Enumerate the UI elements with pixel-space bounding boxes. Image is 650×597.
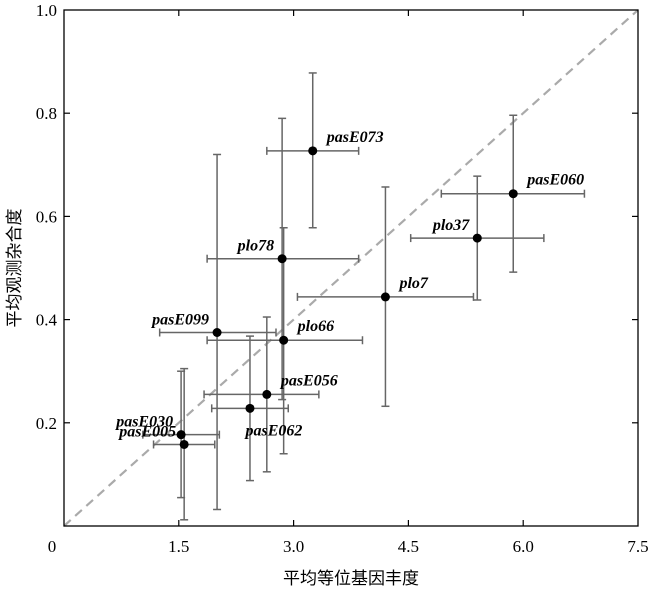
- point-label: pasE030: [114, 414, 173, 431]
- data-point: [262, 389, 272, 399]
- point-label: pasE062: [244, 422, 303, 439]
- data-point: [176, 430, 186, 440]
- point-label: plo78: [236, 238, 274, 255]
- data-point: [279, 335, 289, 345]
- point-label: pasE056: [279, 372, 338, 389]
- data-point: [508, 189, 518, 199]
- point-label: pasE060: [525, 172, 584, 189]
- data-point: [212, 328, 222, 337]
- data-point: [277, 254, 287, 264]
- x-axis-title: 平均等位基因丰度: [283, 569, 419, 589]
- x-tick-label: 1.5: [168, 537, 189, 556]
- point-label: plo66: [296, 318, 334, 335]
- data-point: [245, 403, 255, 413]
- y-tick-label: 0.2: [36, 414, 57, 433]
- point-label: pasE073: [325, 129, 384, 146]
- point-label: pasE005: [117, 423, 176, 440]
- x-tick-label: 6.0: [513, 537, 534, 556]
- data-point: [472, 233, 482, 243]
- data-point: [179, 439, 189, 449]
- reference-line: [63, 9, 639, 527]
- point-label: pasE099: [150, 312, 209, 329]
- point-label: plo7: [397, 275, 428, 292]
- y-axis-title: 平均观测杂合度: [5, 209, 25, 328]
- y-tick-label: 0.8: [36, 104, 57, 123]
- x-tick-label: 3.0: [283, 537, 304, 556]
- x-tick-label: 4.5: [398, 537, 419, 556]
- x-tick-label: 7.5: [627, 537, 648, 556]
- y-tick-label: 0.6: [36, 207, 57, 226]
- x-tick-label: 0: [48, 537, 57, 556]
- y-tick-label: 1.0: [36, 1, 57, 20]
- data-point: [308, 146, 318, 156]
- data-point: [380, 292, 390, 302]
- y-tick-label: 0.4: [36, 311, 58, 330]
- plot-frame: [63, 9, 639, 527]
- point-label: plo37: [431, 217, 470, 234]
